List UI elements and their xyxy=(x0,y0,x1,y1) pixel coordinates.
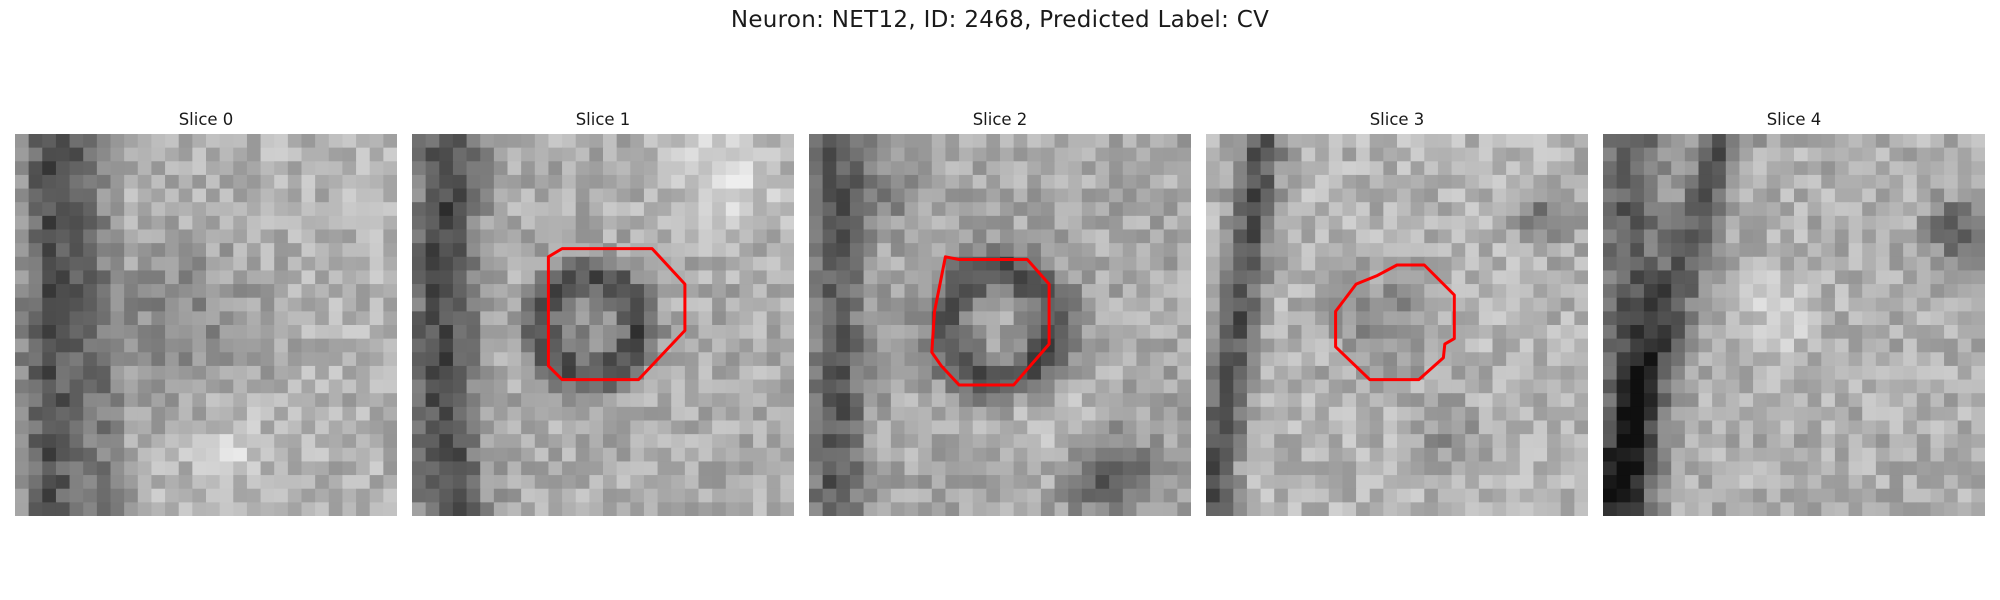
slice-panel-0: Slice 0 xyxy=(15,110,397,130)
slice-image xyxy=(412,134,794,516)
slice-title: Slice 2 xyxy=(809,110,1191,130)
slice-title: Slice 1 xyxy=(412,110,794,130)
slice-panel-2: Slice 2 xyxy=(809,110,1191,130)
slice-panel-1: Slice 1 xyxy=(412,110,794,130)
slice-title: Slice 3 xyxy=(1206,110,1588,130)
slice-image xyxy=(1603,134,1985,516)
slice-image xyxy=(1206,134,1588,516)
slice-title: Slice 4 xyxy=(1603,110,1985,130)
figure-title: Neuron: NET12, ID: 2468, Predicted Label… xyxy=(0,7,2000,33)
slice-image xyxy=(15,134,397,516)
slice-image xyxy=(809,134,1191,516)
slice-panel-3: Slice 3 xyxy=(1206,110,1588,130)
slice-title: Slice 0 xyxy=(15,110,397,130)
slice-panel-4: Slice 4 xyxy=(1603,110,1985,130)
